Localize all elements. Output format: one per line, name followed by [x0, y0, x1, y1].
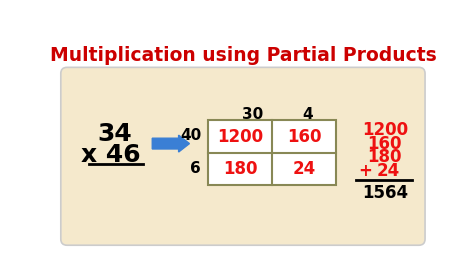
Text: 24: 24 [377, 162, 400, 180]
Text: 160: 160 [367, 134, 402, 153]
FancyArrow shape [152, 135, 190, 152]
Text: 6: 6 [191, 161, 201, 176]
Text: 1200: 1200 [217, 128, 263, 146]
Text: 4: 4 [302, 107, 312, 122]
Text: x 46: x 46 [82, 143, 141, 167]
Text: 24: 24 [292, 160, 316, 178]
Text: 180: 180 [223, 160, 257, 178]
Text: Multiplication using Partial Products: Multiplication using Partial Products [50, 45, 436, 64]
Text: 30: 30 [242, 107, 264, 122]
Text: 160: 160 [287, 128, 321, 146]
FancyBboxPatch shape [61, 67, 425, 245]
Text: 40: 40 [180, 128, 201, 143]
Text: 1564: 1564 [362, 184, 408, 202]
Text: 1200: 1200 [362, 121, 408, 139]
Text: +: + [358, 162, 372, 180]
Text: 34: 34 [98, 122, 132, 146]
Text: 180: 180 [367, 148, 402, 167]
Bar [208, 121, 336, 185]
